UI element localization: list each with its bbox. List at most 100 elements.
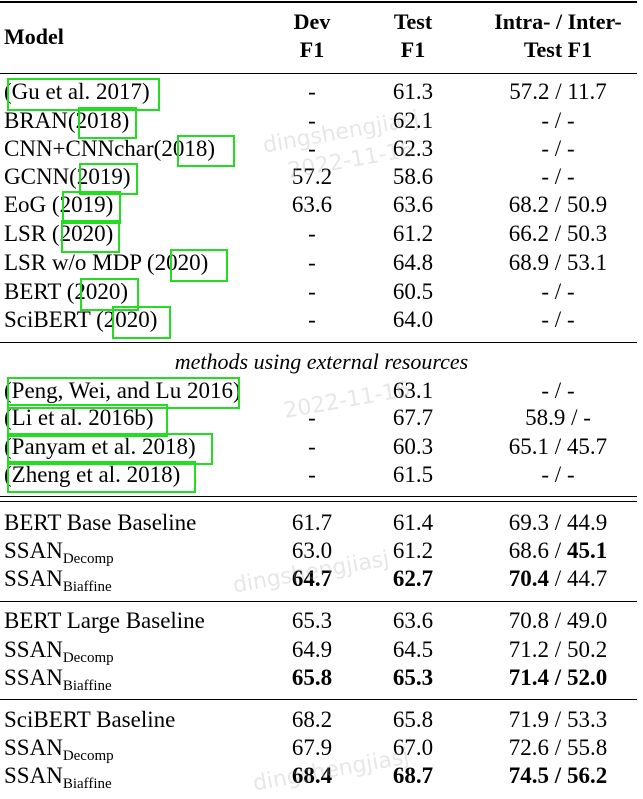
citation-link[interactable]: 2018 — [75, 108, 122, 133]
citation-link[interactable]: 2020 — [103, 307, 150, 332]
test-f1: 64.5 — [392, 637, 434, 662]
test-f1: 61.2 — [392, 221, 434, 246]
dev-f1: - — [308, 250, 316, 275]
test-f1: 61.5 — [392, 462, 434, 487]
intra-inter-f1: 68.2 / 50.9 — [508, 192, 608, 217]
citation-link[interactable]: 2019 — [76, 164, 123, 189]
model-name: EoG (2019) — [4, 192, 114, 217]
citation-link[interactable]: 2018 — [161, 136, 208, 161]
citation-link[interactable]: Peng, Wei, and Lu 2016 — [11, 378, 233, 403]
intra-inter-f1: 68.9 / 53.1 — [508, 250, 608, 275]
model-name: (Peng, Wei, and Lu 2016) — [4, 378, 241, 403]
citation-link[interactable]: 2020 — [74, 279, 121, 304]
dev-f1: 68.2 — [291, 707, 333, 732]
model-name: SciBERT Baseline — [4, 707, 176, 732]
intra-inter-f1: - / - — [541, 164, 575, 189]
dev-f1: - — [308, 79, 316, 104]
dev-f1: - — [308, 221, 316, 246]
intra-inter-f1: 66.2 / 50.3 — [508, 221, 608, 246]
test-f1: 62.3 — [392, 136, 434, 161]
double-rule-top — [0, 496, 637, 497]
intra-inter-f1: 71.4 / 52.0 — [508, 665, 608, 690]
intra-inter-f1: 70.8 / 49.0 — [508, 608, 608, 633]
model-name: CNN+CNNchar(2018) — [4, 136, 215, 161]
intra-inter-f1: 74.5 / 56.2 — [508, 763, 608, 788]
model-name: LSR (2020) — [4, 221, 114, 246]
dev-f1: 63.0 — [291, 538, 333, 563]
model-name: BERT (2020) — [4, 279, 129, 304]
dev-f1: - — [308, 434, 316, 459]
model-name: (Zheng et al. 2018) — [4, 462, 181, 487]
dev-f1: 61.7 — [291, 510, 333, 535]
dev-f1: - — [308, 307, 316, 332]
test-f1: 63.6 — [392, 192, 434, 217]
header-intra-line1: Intra- / Inter- — [494, 9, 622, 34]
dev-f1: 64.7 — [291, 566, 333, 591]
intra-inter-f1: 68.6 / 45.1 — [508, 538, 608, 563]
header-intra-line2: Test F1 — [523, 37, 593, 62]
citation-link[interactable]: Panyam et al. 2018 — [11, 434, 188, 459]
double-rule-bottom — [0, 501, 637, 502]
citation-link[interactable]: 2019 — [59, 192, 106, 217]
header-test-line2: F1 — [400, 37, 426, 62]
test-f1: 61.4 — [392, 510, 434, 535]
test-f1: 67.7 — [392, 405, 434, 430]
model-name: SSANDecomp — [4, 735, 114, 764]
intra-inter-f1: - / - — [541, 136, 575, 161]
model-name: SSANDecomp — [4, 637, 114, 666]
test-f1: 64.0 — [392, 307, 434, 332]
intra-inter-f1: 57.2 / 11.7 — [509, 79, 607, 104]
model-name: BERT Large Baseline — [4, 608, 205, 633]
citation-link[interactable]: Zheng et al. 2018 — [11, 462, 173, 487]
citation-link[interactable]: 2020 — [154, 250, 201, 275]
citation-link[interactable]: 2020 — [59, 221, 106, 246]
intra-inter-f1: 58.9 / - — [525, 405, 591, 430]
test-f1: 61.2 — [392, 538, 434, 563]
test-f1: 63.6 — [392, 608, 434, 633]
test-f1: 68.7 — [392, 763, 434, 788]
test-f1: 60.3 — [392, 434, 434, 459]
intra-inter-f1: - / - — [541, 378, 575, 403]
intra-inter-f1: 72.6 / 55.8 — [508, 735, 608, 760]
model-name: BRAN(2018) — [4, 108, 130, 133]
group-rule-2 — [0, 699, 637, 700]
model-name: BERT Base Baseline — [4, 510, 197, 535]
test-f1: 64.8 — [392, 250, 434, 275]
test-f1: 65.3 — [392, 665, 434, 690]
intra-inter-f1: 69.3 / 44.9 — [508, 510, 608, 535]
dev-f1: - — [308, 462, 316, 487]
header-rule — [0, 73, 637, 74]
test-f1: 65.8 — [392, 707, 434, 732]
dev-f1: - — [308, 136, 316, 161]
top-rule — [0, 1, 637, 3]
dev-f1: 64.9 — [291, 637, 333, 662]
test-f1: 62.7 — [392, 566, 434, 591]
dev-f1: 65.3 — [291, 608, 333, 633]
dev-f1: - — [308, 108, 316, 133]
intra-inter-f1: 71.9 / 53.3 — [508, 707, 608, 732]
section-rule — [0, 342, 637, 343]
citation-link[interactable]: Gu et al. 2017 — [11, 79, 142, 104]
test-f1: 63.1 — [392, 378, 434, 403]
model-name: GCNN(2019) — [4, 164, 131, 189]
test-f1: 61.3 — [392, 79, 434, 104]
test-f1: 60.5 — [392, 279, 434, 304]
dev-f1: 63.6 — [291, 192, 333, 217]
model-name: SSANBiaffine — [4, 665, 112, 694]
intra-inter-f1: 71.2 / 50.2 — [508, 637, 608, 662]
test-f1: 58.6 — [392, 164, 434, 189]
dev-f1: 68.4 — [291, 763, 333, 788]
model-name: SciBERT (2020) — [4, 307, 158, 332]
model-name: (Panyam et al. 2018) — [4, 434, 196, 459]
dev-f1: 65.8 — [291, 665, 333, 690]
dev-f1: - — [308, 405, 316, 430]
model-name: (Gu et al. 2017) — [4, 79, 150, 104]
dev-f1: 57.2 — [291, 164, 333, 189]
citation-link[interactable]: Li et al. 2016b — [11, 405, 146, 430]
intra-inter-f1: - / - — [541, 108, 575, 133]
model-name: (Li et al. 2016b) — [4, 405, 154, 430]
model-name: SSANBiaffine — [4, 763, 112, 792]
model-name: SSANBiaffine — [4, 566, 112, 595]
intra-inter-f1: 70.4 / 44.7 — [508, 566, 608, 591]
